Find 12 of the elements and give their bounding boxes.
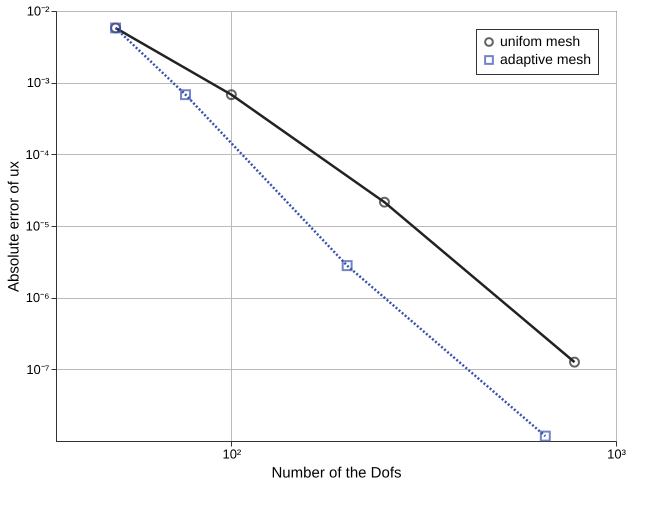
legend-label: unifom mesh: [500, 33, 580, 49]
x-axis-title: Number of the Dofs: [271, 464, 402, 482]
y-axis-title: Absolute error of ux: [5, 160, 22, 292]
x-tick-label: 10³: [607, 446, 627, 462]
y-tick-label: 10⁻⁴: [25, 146, 50, 162]
y-tick-label: 10⁻⁵: [26, 218, 50, 234]
y-tick-label: 10⁻³: [26, 75, 50, 90]
legend-label: adaptive mesh: [500, 51, 592, 67]
y-tick-label: 10⁻²: [26, 4, 50, 18]
y-tick-label: 10⁻⁶: [26, 290, 50, 306]
y-tick-label: 10⁻⁷: [26, 362, 50, 377]
x-tick-label: 10²: [222, 446, 242, 462]
